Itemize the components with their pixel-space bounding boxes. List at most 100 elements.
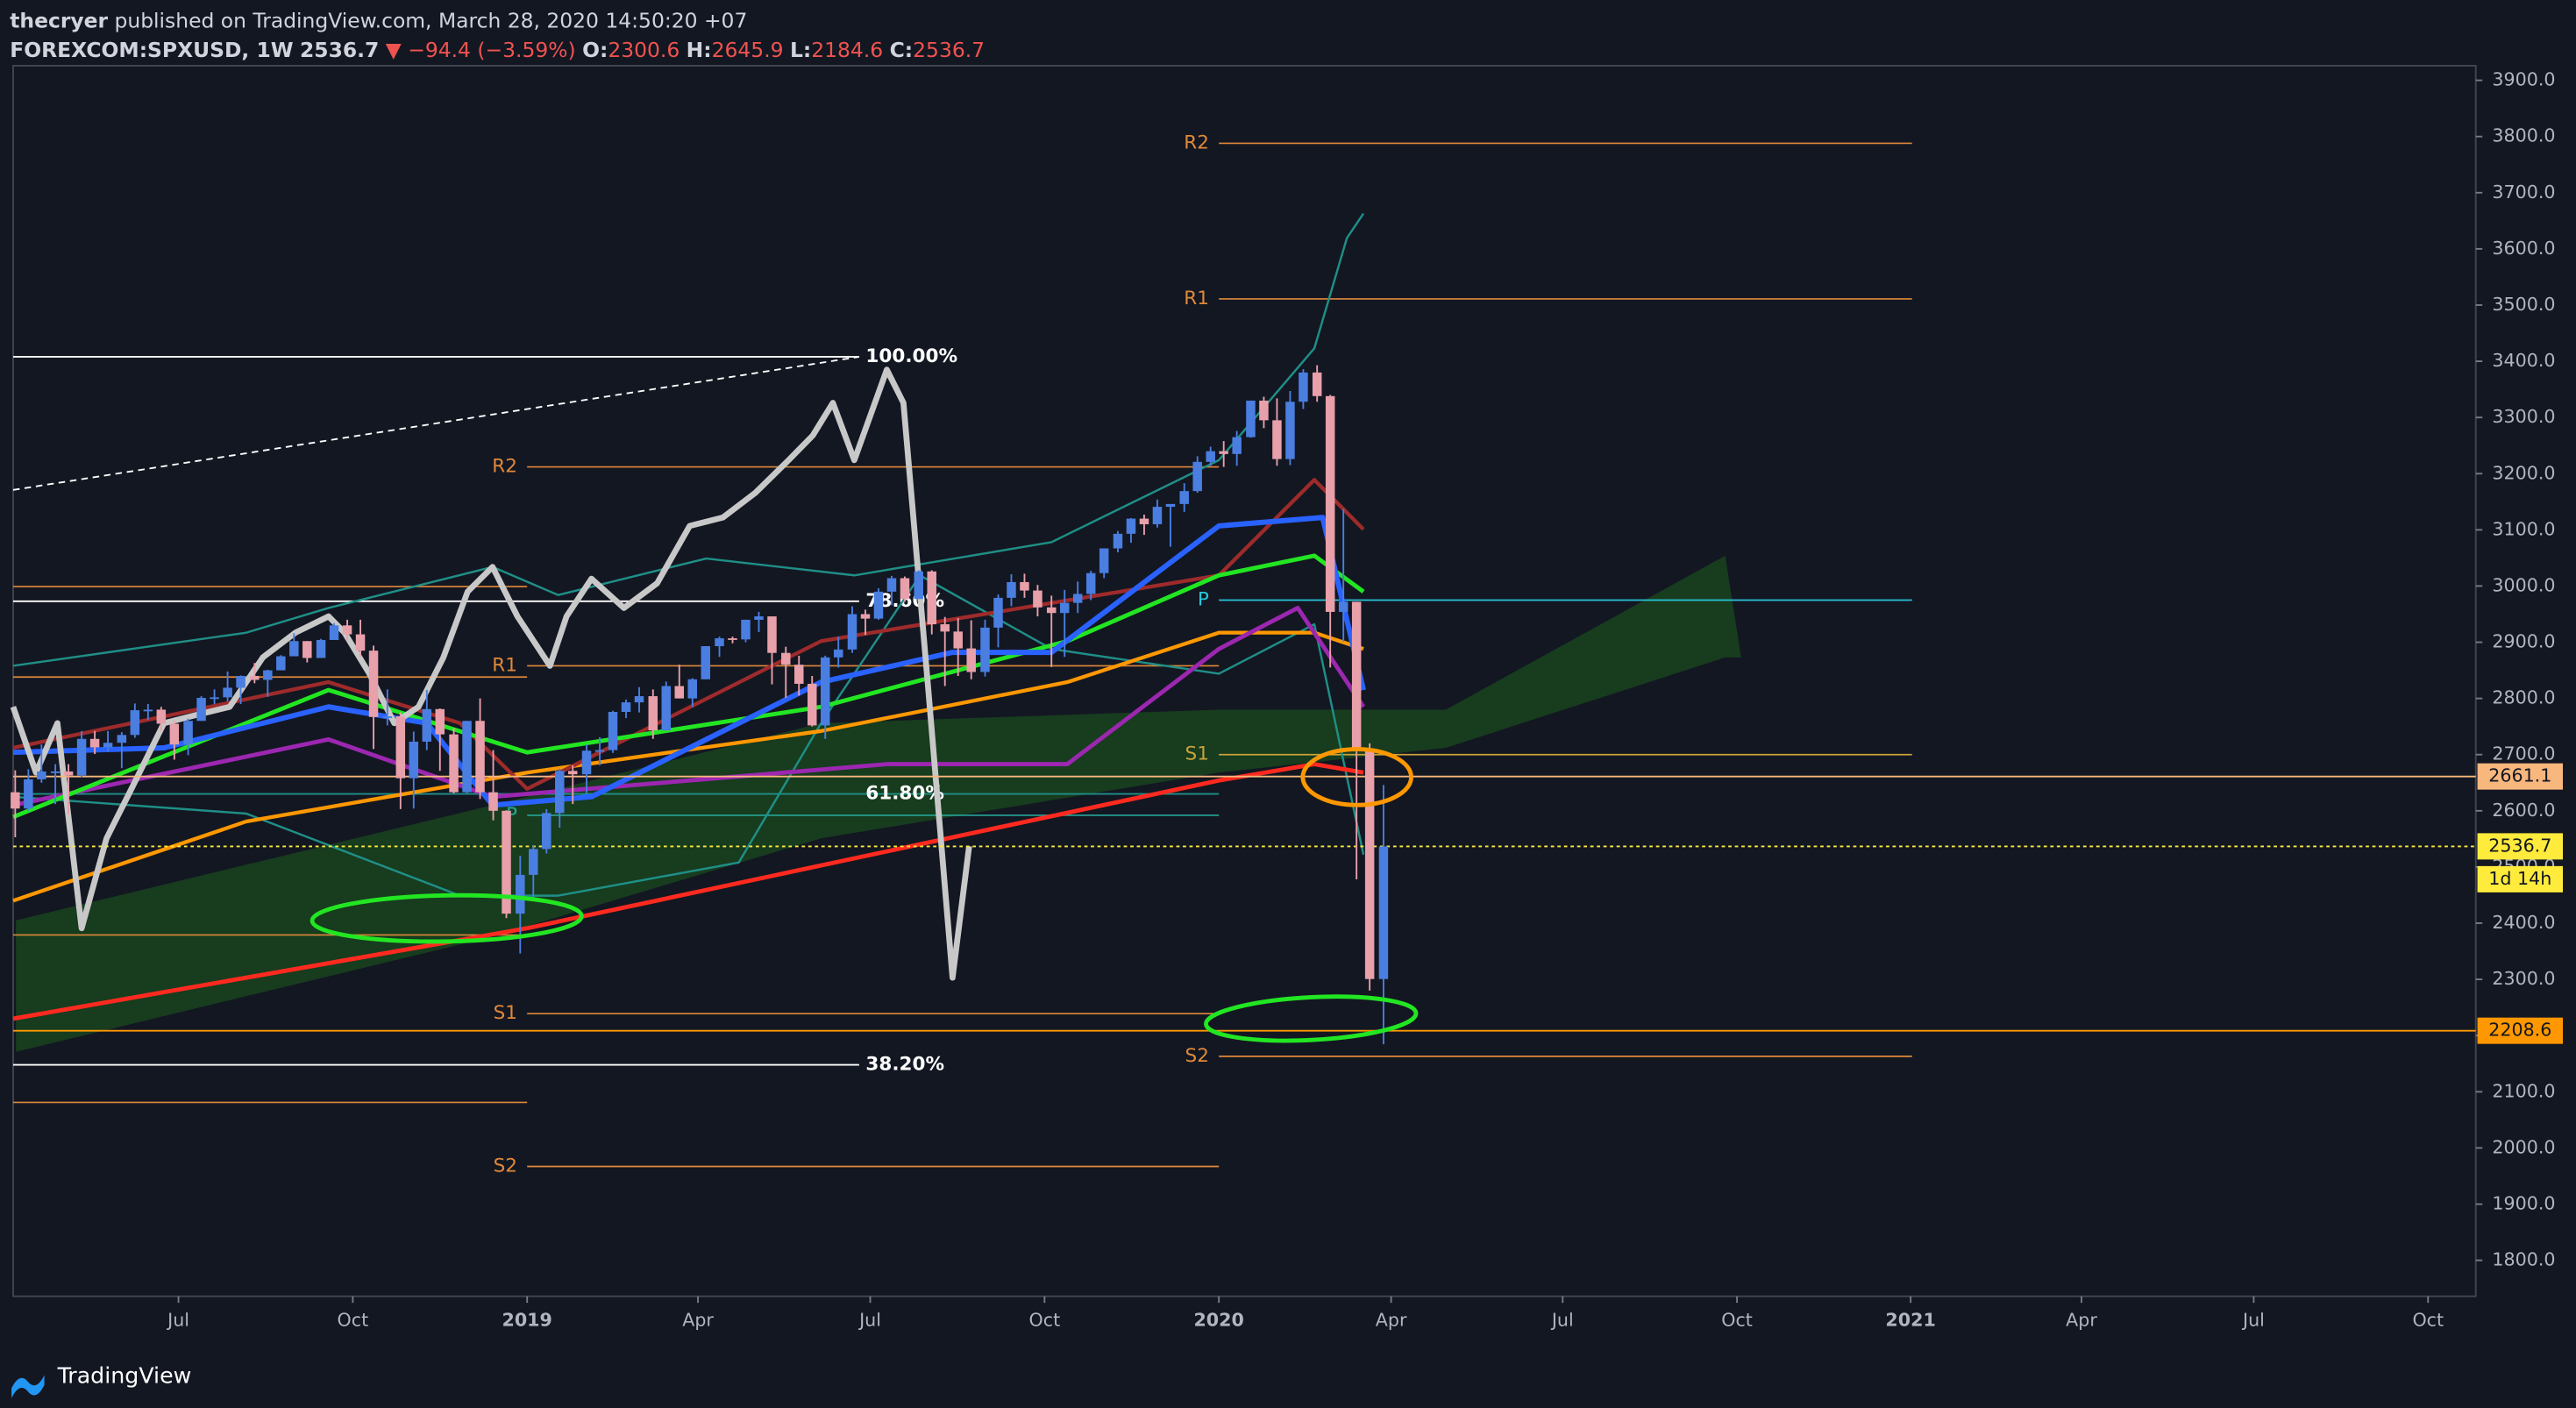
candle-body [1232, 437, 1242, 454]
x-tick-label: 2020 [1193, 1310, 1243, 1331]
candle-body [687, 679, 697, 699]
candle-body [966, 648, 976, 672]
candle-body [1325, 395, 1335, 612]
candle-body [37, 771, 46, 779]
candle-body [1020, 581, 1029, 591]
countdown: 1d 14h [2488, 868, 2551, 889]
candle-body [329, 625, 339, 640]
candle-body [355, 634, 366, 651]
candle-body [502, 810, 511, 914]
candle-body [1246, 400, 1256, 437]
change: ▼ −94.4 (−3.59%) [386, 38, 576, 62]
y-tick-label: 2400.0 [2492, 912, 2555, 933]
candle-body [1299, 372, 1308, 402]
price-box [2477, 833, 2564, 860]
y-tick-label: 2000.0 [2492, 1136, 2555, 1157]
candle-body [449, 734, 459, 793]
countdown-box [2477, 865, 2564, 892]
pivot-label: S2 [1185, 1045, 1209, 1067]
candle-body [1152, 507, 1163, 524]
candle-body [980, 627, 990, 672]
x-tick-label: Oct [338, 1310, 369, 1331]
candle-body [130, 710, 140, 736]
candle-body [50, 771, 60, 773]
candle-body [183, 721, 193, 745]
candle-body [781, 652, 791, 665]
candle-body [860, 614, 871, 619]
candle-body [1312, 372, 1322, 396]
brand: TradingView [57, 1362, 192, 1388]
candle-body [1113, 533, 1123, 549]
candle-body [1364, 748, 1375, 979]
symbol: FOREXCOM:SPXUSD, 1W [10, 38, 293, 62]
candle-body [117, 735, 127, 743]
candle-body [76, 738, 87, 776]
symbol-line: FOREXCOM:SPXUSD, 1W 2536.7 ▼ −94.4 (−3.5… [10, 38, 985, 62]
pivot-label: R2 [492, 456, 517, 478]
indicator-line [12, 478, 1365, 791]
candle-body [953, 631, 963, 649]
pivot-label: R2 [1184, 132, 1209, 153]
indicator-line [12, 762, 1364, 1021]
price-box-label: 2208.6 [2488, 1020, 2551, 1041]
pivot-label: S1 [494, 1002, 517, 1024]
candle-body [342, 625, 352, 635]
candle-body [1072, 594, 1083, 603]
indicator-line [12, 606, 1366, 807]
candle-body [223, 687, 232, 698]
candle-body [1192, 461, 1202, 492]
candle-body [368, 651, 379, 717]
price-box-label: 2536.7 [2488, 835, 2551, 856]
candle-body [847, 614, 857, 650]
candle-body [728, 638, 737, 640]
y-tick-label: 2600.0 [2492, 800, 2555, 821]
y-tick-label: 3900.0 [2492, 69, 2555, 90]
candle-body [927, 571, 936, 625]
candle-body [621, 702, 631, 713]
candle-body [555, 771, 565, 814]
y-tick-label: 3500.0 [2492, 294, 2555, 315]
candle-body [1285, 402, 1295, 459]
annotations [310, 747, 1419, 1043]
publisher: thecryer [10, 8, 108, 32]
pivot-label: S1 [1185, 743, 1209, 765]
candle-body [435, 708, 445, 735]
ellipse-annotation [310, 892, 584, 944]
y-tick-label: 2800.0 [2492, 687, 2555, 708]
y-tick-label: 3700.0 [2492, 181, 2555, 203]
x-tick-label: Apr [1376, 1310, 1407, 1331]
candle-body [529, 849, 538, 875]
ohlc-value: 2184.6 [811, 38, 883, 62]
x-tick-label: Apr [2066, 1310, 2097, 1331]
candle-body [1179, 491, 1189, 504]
y-tick-label: 3200.0 [2492, 462, 2555, 483]
ohlc-label: C: [890, 38, 914, 62]
candle-body [24, 779, 33, 809]
x-tick-label: Jul [2241, 1310, 2265, 1331]
y-tick-label: 3100.0 [2492, 518, 2555, 539]
x-tick-label: Oct [1721, 1310, 1753, 1331]
candle-body [156, 709, 167, 724]
candle-body [940, 624, 950, 632]
candle-body [63, 771, 74, 776]
candle-body [250, 675, 260, 680]
candle-body [886, 578, 897, 592]
pivot-label: R1 [492, 654, 517, 676]
candle-body [581, 750, 592, 775]
y-tick-label: 2900.0 [2492, 631, 2555, 652]
candle-body [1351, 601, 1362, 749]
candle-body [11, 792, 20, 809]
candle-body [382, 716, 393, 719]
x-tick-label: 2019 [502, 1310, 552, 1331]
candle-body [196, 697, 206, 722]
ohlc-label: L: [790, 38, 811, 62]
ellipse-annotation [1300, 747, 1413, 807]
candle-body [103, 743, 113, 748]
candle-body [1059, 602, 1070, 614]
candle-body [89, 738, 100, 748]
candle-body [993, 597, 1003, 628]
candle-body [807, 683, 817, 726]
price-box [2477, 763, 2564, 790]
candle-body [488, 792, 498, 811]
candle-body [767, 616, 777, 653]
